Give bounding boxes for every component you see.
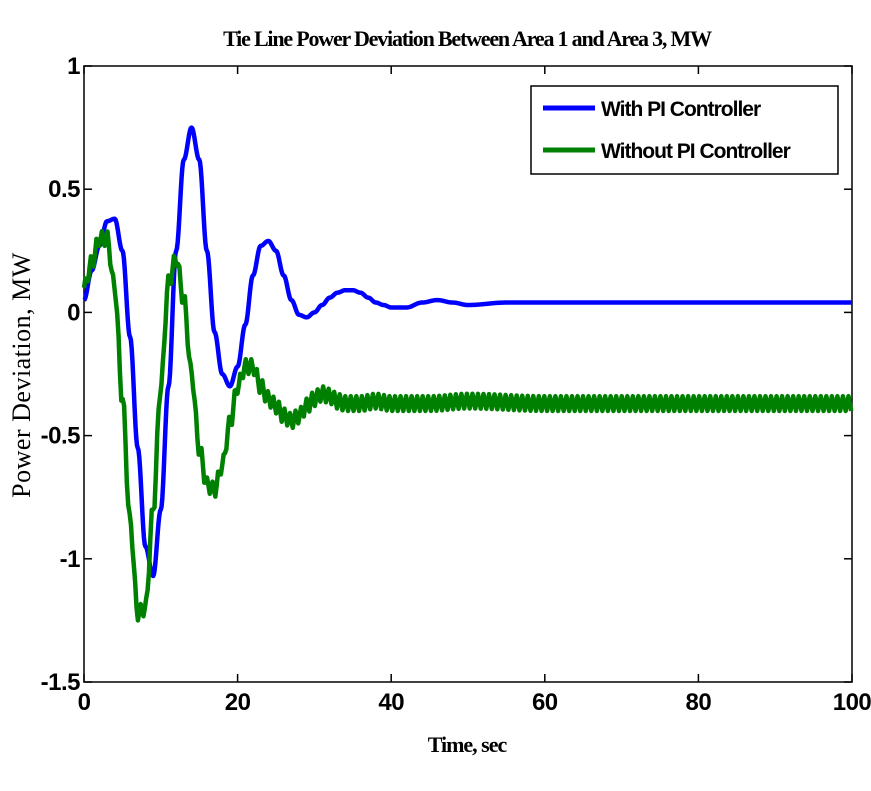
y-tick-label: -1 bbox=[60, 546, 80, 573]
x-tick-label: 40 bbox=[378, 689, 404, 716]
x-tick-label: 80 bbox=[686, 689, 712, 716]
y-tick-label: 0 bbox=[67, 299, 80, 326]
chart-title: Tie Line Power Deviation Between Area 1 … bbox=[223, 26, 712, 51]
legend-label-1: With PI Controller bbox=[601, 98, 761, 121]
x-axis-ticks: 0 20 40 60 80 100 bbox=[78, 66, 871, 716]
y-axis-label: Power Deviation, MW bbox=[7, 252, 36, 498]
y-tick-label: -0.5 bbox=[41, 423, 81, 450]
y-axis-ticks: -1.5 -1 -0.5 0 0.5 1 bbox=[41, 53, 852, 696]
x-tick-label: 20 bbox=[225, 689, 251, 716]
series-line-1 bbox=[82, 125, 854, 579]
x-axis-label: Time, sec bbox=[428, 732, 508, 757]
y-tick-label: 1 bbox=[67, 53, 80, 80]
legend-label-2: Without PI Controller bbox=[601, 140, 791, 163]
x-tick-label: 60 bbox=[532, 689, 558, 716]
legend: With PI Controller Without PI Controller bbox=[530, 85, 839, 175]
series-line-2 bbox=[81, 228, 854, 623]
y-tick-label: 0.5 bbox=[48, 176, 80, 203]
x-tick-label: 100 bbox=[833, 689, 871, 716]
legend-box bbox=[530, 85, 839, 175]
y-tick-label: -1.5 bbox=[41, 669, 81, 696]
x-tick-label: 0 bbox=[78, 689, 91, 716]
